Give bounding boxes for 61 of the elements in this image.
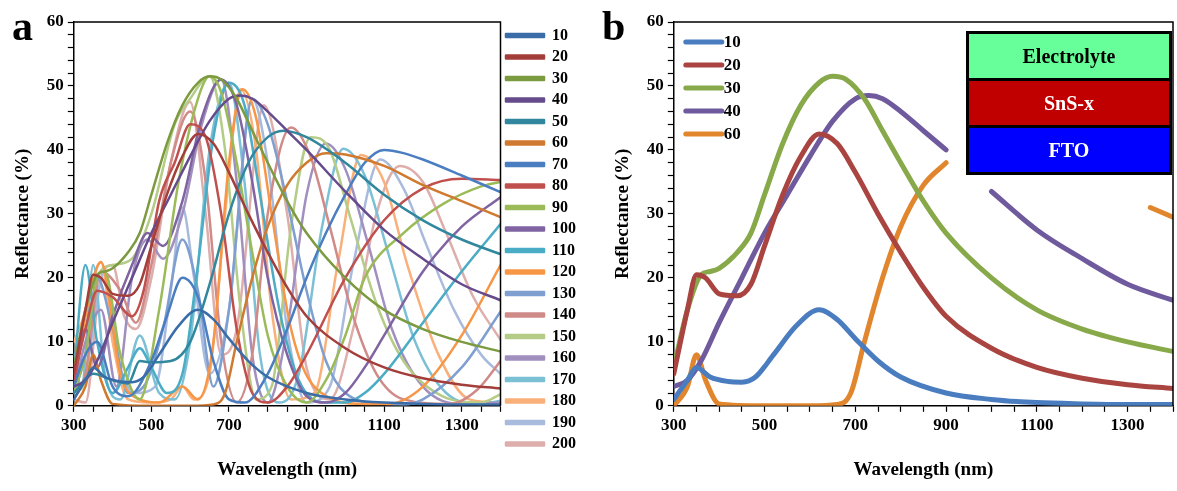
y-tick-label: 60 xyxy=(646,11,664,31)
x-tick-label: 700 xyxy=(842,415,869,435)
y-tick-label: 10 xyxy=(46,331,64,351)
legend-label: 10 xyxy=(552,25,568,43)
legend-label: 20 xyxy=(552,47,568,65)
y-tick-label: 20 xyxy=(646,267,664,287)
x-tick-label: 1300 xyxy=(444,415,479,435)
y-tick-label: 40 xyxy=(46,139,64,159)
legend-label: 80 xyxy=(552,176,568,194)
legend-label: 130 xyxy=(552,283,576,301)
x-tick-label: 900 xyxy=(933,415,959,435)
x-tick-label: 300 xyxy=(61,415,87,435)
layer-stack-diagram: Electrolyte SnS-x FTO xyxy=(966,31,1172,175)
legend-label: 40 xyxy=(552,90,568,108)
x-tick-label: 1100 xyxy=(1020,415,1054,435)
legend-label: 170 xyxy=(552,369,576,387)
legend-label: 150 xyxy=(552,326,576,344)
y-tick-label: 30 xyxy=(46,203,64,223)
y-tick-label: 10 xyxy=(646,331,664,351)
legend-label: 40 xyxy=(723,101,741,121)
annotation: Electrolyte xyxy=(969,34,1169,78)
x-axis-title: Wavelength (nm) xyxy=(853,457,994,480)
chart-title: a xyxy=(12,2,33,49)
x-tick-label: 1100 xyxy=(367,415,401,435)
y-tick-label: 0 xyxy=(655,395,664,415)
x-tick-label: 1300 xyxy=(1110,415,1145,435)
x-tick-label: 900 xyxy=(293,415,320,435)
x-tick-label: 700 xyxy=(216,415,242,435)
legend-label: 100 xyxy=(552,219,576,237)
y-axis-title: Reflectance (%) xyxy=(611,148,634,280)
legend-label: 20 xyxy=(723,55,741,75)
legend-label: 10 xyxy=(723,32,741,52)
y-axis-title: Reflectance (%) xyxy=(11,148,34,280)
legend-label: 70 xyxy=(552,154,568,172)
chart-title: b xyxy=(602,2,626,49)
annotation: SnS-x xyxy=(969,81,1169,125)
legend-label: 160 xyxy=(552,348,576,366)
legend-label: 140 xyxy=(552,305,576,323)
legend-label: 90 xyxy=(552,197,568,215)
legend-label: 30 xyxy=(723,78,741,98)
x-tick-label: 300 xyxy=(661,415,687,435)
legend-label: 30 xyxy=(552,68,568,86)
y-tick-label: 40 xyxy=(646,139,664,159)
legend-label: 190 xyxy=(552,412,576,430)
y-tick-label: 50 xyxy=(646,75,664,95)
legend-label: 120 xyxy=(552,262,576,280)
y-tick-label: 60 xyxy=(46,11,64,31)
legend-label: 60 xyxy=(552,133,568,151)
y-tick-label: 20 xyxy=(46,267,64,287)
legend-label: 180 xyxy=(552,391,576,409)
annotation: FTO xyxy=(969,128,1169,172)
legend-label: 60 xyxy=(723,124,741,144)
x-axis-title: Wavelength (nm) xyxy=(217,457,358,480)
x-tick-label: 500 xyxy=(751,415,778,435)
y-tick-label: 0 xyxy=(55,395,64,415)
y-tick-label: 30 xyxy=(646,203,664,223)
legend-label: 110 xyxy=(552,240,576,258)
legend-label: 50 xyxy=(552,111,568,129)
y-tick-label: 50 xyxy=(46,75,64,95)
x-tick-label: 500 xyxy=(138,415,165,435)
legend-label: 200 xyxy=(552,434,576,452)
